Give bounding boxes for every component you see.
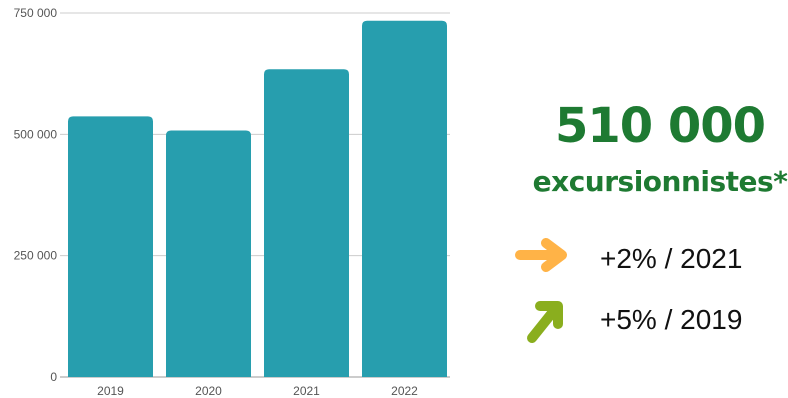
change-vs-2019: +5% / 2019	[600, 304, 743, 335]
x-tick-label: 2020	[195, 384, 222, 398]
y-tick-label: 250 000	[14, 249, 58, 263]
bar-chart: 0 250 000 500 000 750 000 2019 2020 2021 2022	[14, 6, 450, 398]
x-tick-label: 2019	[97, 384, 124, 398]
arrow-up-right-icon	[527, 301, 563, 343]
y-tick-label: 0	[50, 370, 57, 384]
headline-value: 510 000	[554, 98, 766, 154]
bars	[68, 20, 447, 378]
arrow-right-icon	[515, 238, 567, 272]
x-tick-label: 2021	[293, 384, 320, 398]
y-tick-label: 500 000	[14, 127, 58, 141]
x-axis-ticks: 2019 2020 2021 2022	[97, 384, 418, 398]
bar-2019	[68, 116, 153, 377]
bar-2022	[362, 20, 447, 378]
bar-2021	[264, 69, 349, 377]
x-tick-label: 2022	[391, 384, 418, 398]
y-tick-label: 750 000	[14, 6, 58, 20]
headline-label: excursionnistes*	[532, 165, 788, 198]
y-axis-ticks: 0 250 000 500 000 750 000	[14, 6, 58, 384]
bar-2020	[166, 130, 251, 377]
change-vs-2021: +2% / 2021	[600, 243, 743, 274]
